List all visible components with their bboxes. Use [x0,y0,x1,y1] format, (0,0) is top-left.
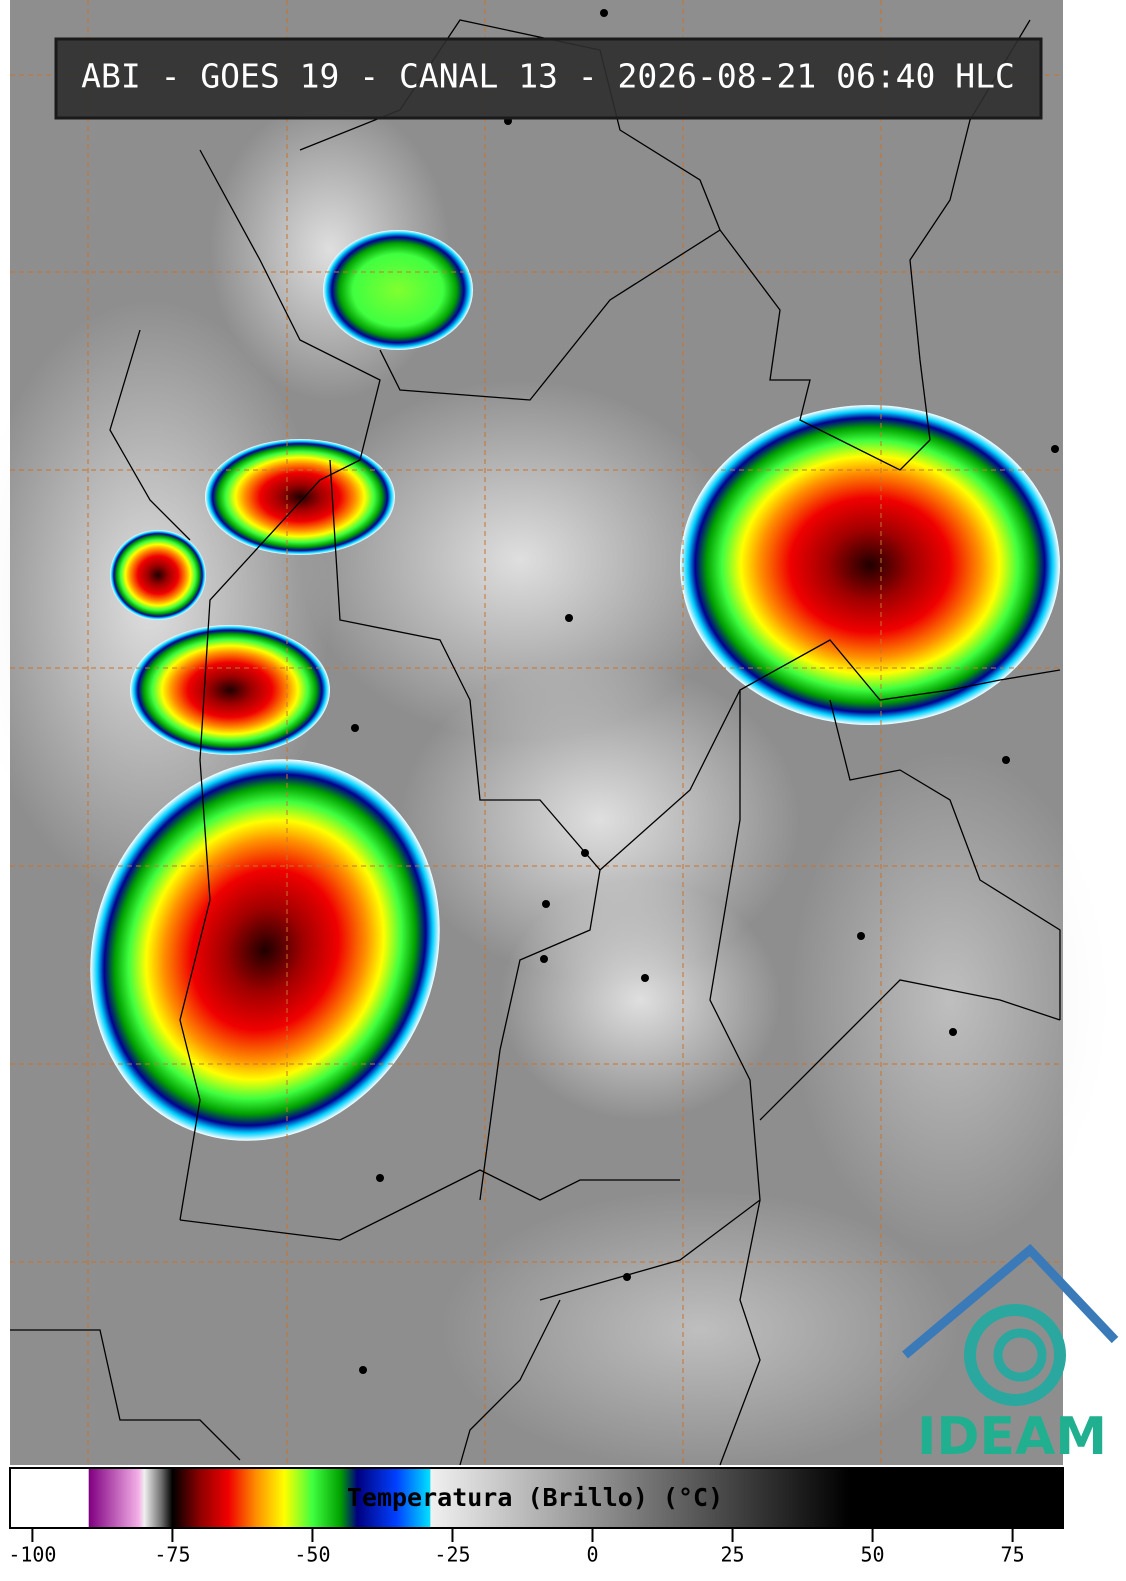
tick-label: -50 [294,1543,330,1567]
tick-label: -100 [8,1543,56,1567]
tick-label: -75 [154,1543,190,1567]
logo: IDEAM [902,1243,1119,1467]
tick-label: 25 [720,1543,744,1567]
title-box [54,37,1043,120]
colorbar-label: Temperatura (Brillo) (°C) [347,1483,723,1512]
tick-label: 75 [1001,1543,1025,1567]
tick-label: -25 [434,1543,470,1567]
logo-text: IDEAM [917,1407,1107,1467]
tick-label: 50 [861,1543,885,1567]
title: ABI - GOES 19 - CANAL 13 - 2026-08-21 06… [81,57,1015,96]
storm-cells [90,230,1060,1141]
tick-label: 0 [586,1543,598,1567]
borders [10,19,1061,1466]
colorbar-ramp [9,1467,1064,1529]
city-markers [351,9,1059,1374]
colorbar: Temperatura (Brillo) (°C) -100 -75 -50 -25 0… [8,1467,1064,1567]
